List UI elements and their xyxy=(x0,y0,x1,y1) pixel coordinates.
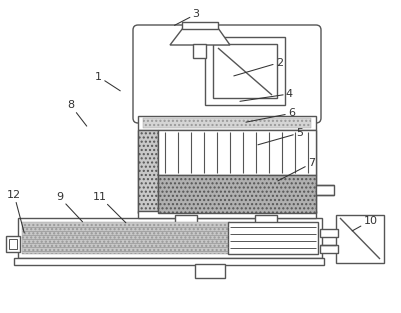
Text: 10: 10 xyxy=(351,216,377,231)
Bar xyxy=(14,258,323,265)
Text: 1: 1 xyxy=(95,72,120,91)
Bar xyxy=(143,118,310,128)
Bar xyxy=(18,218,321,258)
Bar xyxy=(158,175,315,213)
Text: 5: 5 xyxy=(257,128,302,145)
Bar xyxy=(205,37,284,105)
Text: 11: 11 xyxy=(93,192,126,223)
Text: 8: 8 xyxy=(67,100,87,126)
Bar xyxy=(138,130,158,213)
Text: 7: 7 xyxy=(277,158,314,181)
Bar xyxy=(6,236,20,252)
Bar xyxy=(158,130,315,175)
Text: 3: 3 xyxy=(174,9,199,25)
FancyBboxPatch shape xyxy=(133,25,320,123)
Bar xyxy=(254,215,276,235)
Text: 2: 2 xyxy=(233,58,282,76)
Bar xyxy=(174,215,196,235)
Text: 12: 12 xyxy=(7,190,24,233)
Polygon shape xyxy=(170,28,229,45)
Bar xyxy=(22,222,229,254)
Bar xyxy=(319,229,337,237)
Bar xyxy=(213,44,276,98)
Bar xyxy=(182,22,217,29)
Bar xyxy=(319,245,337,253)
Bar xyxy=(335,215,383,263)
Text: 6: 6 xyxy=(245,108,294,122)
Bar xyxy=(9,239,17,249)
Bar xyxy=(315,185,333,195)
Bar xyxy=(227,222,317,254)
Text: 4: 4 xyxy=(239,89,292,101)
Bar xyxy=(192,44,205,58)
Bar xyxy=(194,264,225,278)
Text: 9: 9 xyxy=(56,192,82,222)
Bar xyxy=(138,116,315,130)
Bar xyxy=(138,211,315,218)
